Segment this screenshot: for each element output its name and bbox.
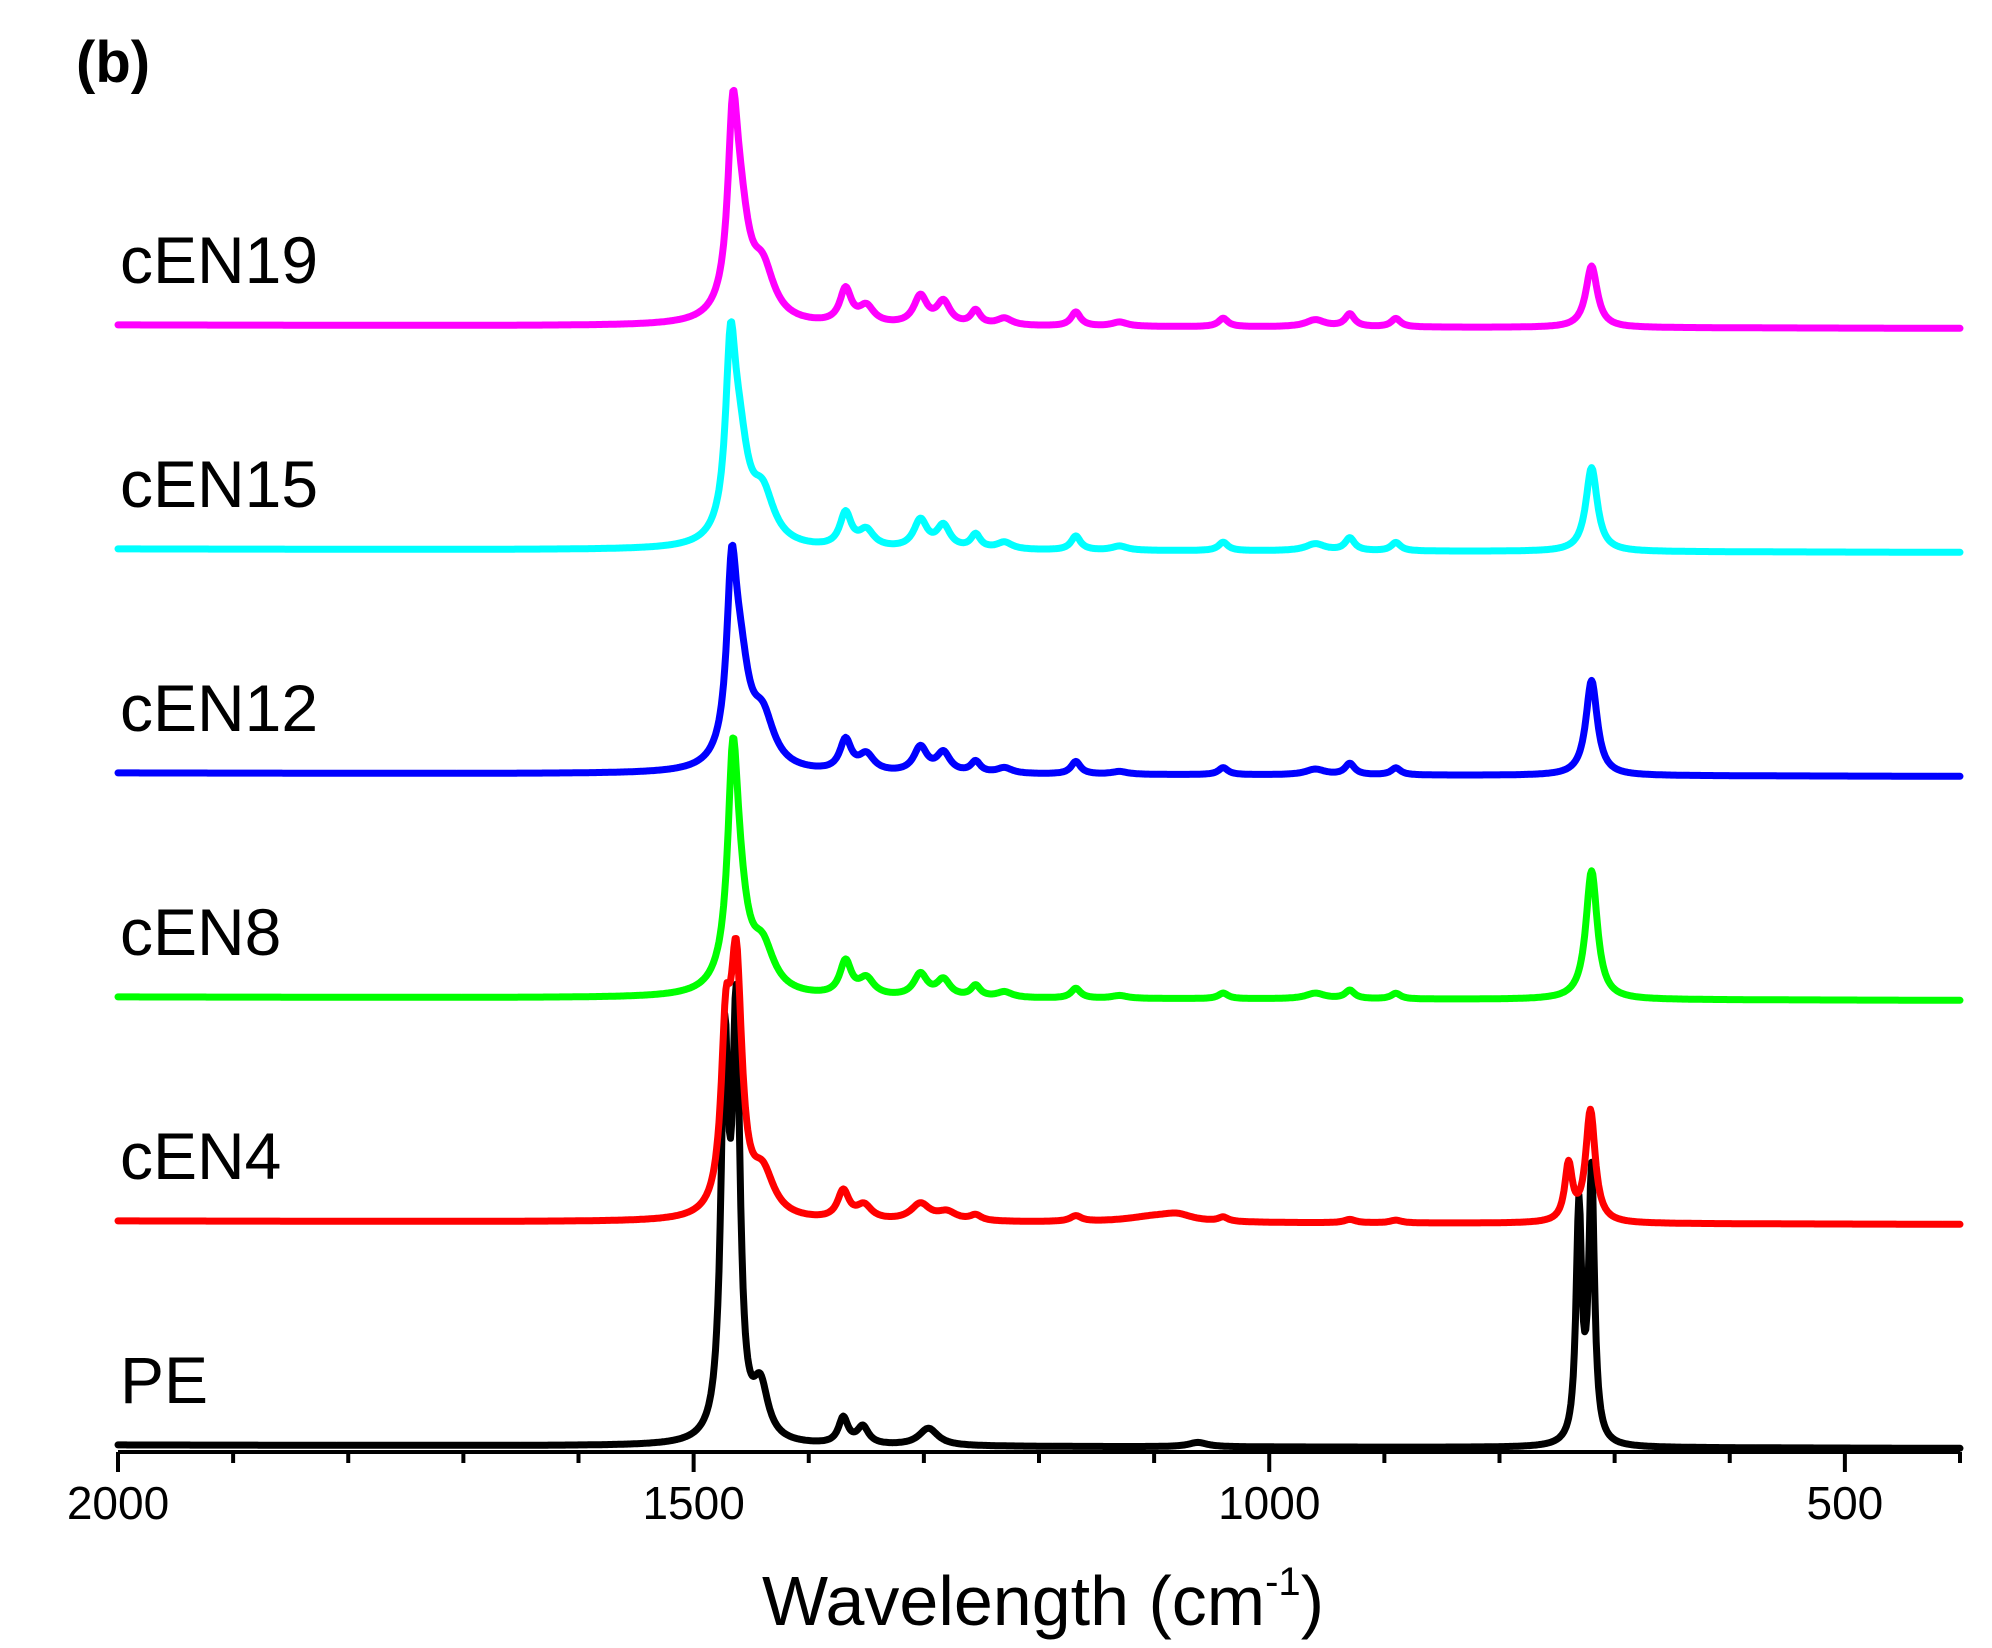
- series-line-pe: [114, 980, 1964, 1452]
- series-line-cen12: [114, 541, 1964, 780]
- x-tick-label: 2000: [67, 1477, 169, 1529]
- series-line-cen8: [114, 734, 1964, 1004]
- series-label-cen8: cEN8: [120, 895, 281, 969]
- series-group: [114, 86, 1964, 1452]
- series-label-cen19: cEN19: [120, 223, 318, 297]
- x-tick-label: 500: [1807, 1477, 1884, 1529]
- series-label-cen4: cEN4: [120, 1119, 281, 1193]
- series-label-pe: PE: [120, 1343, 208, 1417]
- x-tick-label: 1000: [1218, 1477, 1320, 1529]
- series-label-cen15: cEN15: [120, 447, 318, 521]
- series-line-cen4: [114, 935, 1964, 1228]
- series-line-cen15: [114, 318, 1964, 556]
- panel-label: (b): [76, 30, 150, 95]
- x-axis-title-main: Wavelength (cm: [762, 1562, 1265, 1640]
- x-axis-title-close: ): [1301, 1562, 1324, 1640]
- x-tick-label: 1500: [642, 1477, 744, 1529]
- x-axis-title-superscript: -1: [1265, 1560, 1301, 1604]
- x-tick-group: 2000 1500 1000 500: [67, 1452, 1962, 1529]
- series-label-cen12: cEN12: [120, 671, 318, 745]
- x-axis-title: Wavelength (cm-1): [762, 1560, 1324, 1640]
- series-label-group: PE cEN4 cEN8 cEN12 cEN15 cEN19: [120, 223, 318, 1417]
- series-line-cen19: [114, 86, 1964, 332]
